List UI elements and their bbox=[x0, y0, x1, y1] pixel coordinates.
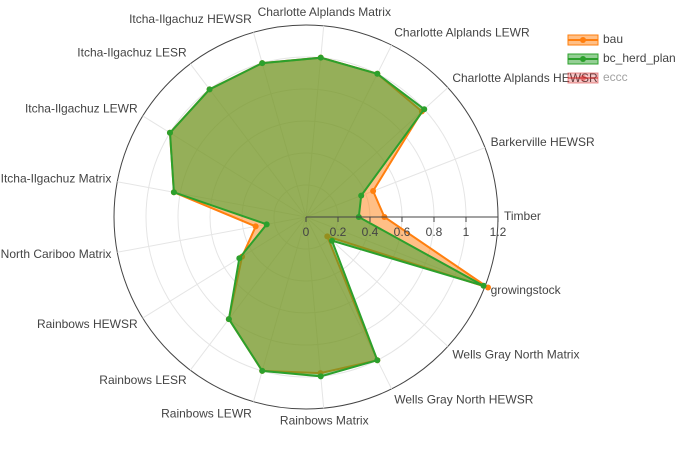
radar-point bbox=[317, 373, 324, 380]
category-label: Charlotte Alplands Matrix bbox=[258, 5, 391, 19]
radial-tick-label: 0.4 bbox=[362, 225, 379, 239]
radial-tick-label: 1.2 bbox=[490, 225, 507, 239]
legend-marker bbox=[580, 75, 586, 81]
radar-point bbox=[225, 316, 232, 323]
category-label: Barkerville HEWSR bbox=[491, 135, 595, 149]
radar-point bbox=[358, 192, 365, 199]
radar-point bbox=[166, 129, 173, 136]
legend-marker bbox=[580, 56, 586, 62]
category-label: North Cariboo Matrix bbox=[1, 247, 112, 261]
category-label: Charlotte Alplands LEWR bbox=[394, 26, 530, 40]
category-label: Rainbows Matrix bbox=[280, 413, 369, 427]
radar-point bbox=[170, 189, 177, 196]
category-label: Wells Gray North Matrix bbox=[452, 347, 579, 361]
category-label: Rainbows LEWR bbox=[161, 406, 252, 420]
radial-tick-label: 0.6 bbox=[394, 225, 411, 239]
radar-point bbox=[374, 357, 381, 364]
category-label: Wells Gray North HEWSR bbox=[394, 393, 533, 407]
category-label: Itcha-Ilgachuz Matrix bbox=[1, 172, 112, 186]
radar-point bbox=[252, 223, 259, 230]
radar-point bbox=[374, 70, 381, 77]
category-label: Itcha-Ilgachuz LEWR bbox=[25, 101, 138, 115]
radar-point bbox=[236, 255, 243, 262]
legend-label[interactable]: eccc bbox=[603, 70, 628, 84]
category-label: Rainbows HEWSR bbox=[37, 317, 138, 331]
category-label: Itcha-Ilgachuz LESR bbox=[77, 46, 187, 60]
radar-point bbox=[421, 106, 428, 113]
category-label: Itcha-Ilgachuz HEWSR bbox=[129, 12, 252, 26]
radar-point bbox=[259, 60, 266, 67]
category-label: Charlotte Alplands HEWSR bbox=[452, 71, 598, 85]
radial-tick-label: 0.8 bbox=[426, 225, 443, 239]
category-label: Timber bbox=[504, 209, 541, 223]
radar-point bbox=[370, 187, 377, 194]
radial-tick-label: 0.2 bbox=[330, 225, 347, 239]
radar-point bbox=[259, 367, 266, 374]
radar-point bbox=[317, 54, 324, 61]
radar-point bbox=[480, 282, 487, 289]
legend-label[interactable]: bau bbox=[603, 32, 623, 46]
legend-marker bbox=[580, 37, 586, 43]
radar-point bbox=[263, 221, 270, 228]
radar-point bbox=[329, 237, 336, 244]
radial-tick-label: 1 bbox=[463, 225, 470, 239]
category-label: growingstock bbox=[491, 283, 562, 297]
legend-label[interactable]: bc_herd_plan bbox=[603, 51, 676, 65]
radar-point bbox=[206, 86, 213, 93]
radial-tick-label: 0 bbox=[303, 225, 310, 239]
category-label: Rainbows LESR bbox=[99, 373, 187, 387]
